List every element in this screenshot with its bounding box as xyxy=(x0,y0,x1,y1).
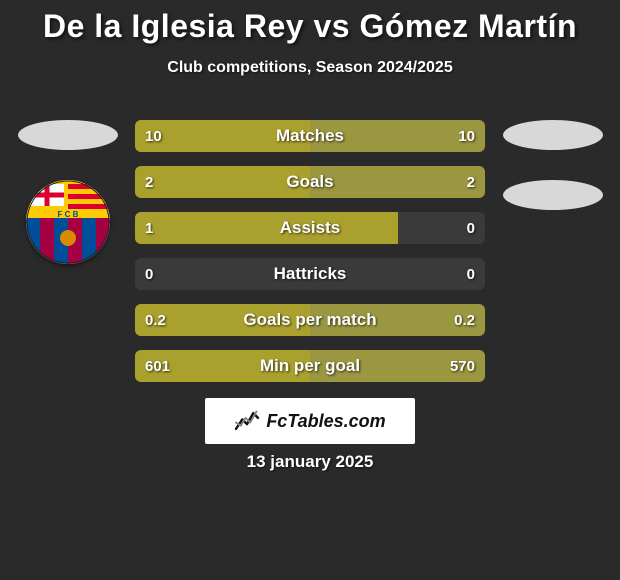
page-subtitle: Club competitions, Season 2024/2025 xyxy=(0,59,620,77)
stat-value-left: 2 xyxy=(145,166,153,198)
club-crest-right xyxy=(503,180,603,210)
chart-icon xyxy=(234,410,260,432)
fcb-crest-icon: F C B xyxy=(26,180,110,264)
left-player-column: F C B xyxy=(10,120,125,264)
stat-value-left: 0.2 xyxy=(145,304,166,336)
stat-bar: 10Assists xyxy=(135,212,485,244)
player-left-photo xyxy=(18,120,118,150)
stat-bar: 22Goals xyxy=(135,166,485,198)
stat-value-right: 0.2 xyxy=(454,304,475,336)
stat-bar: 601570Min per goal xyxy=(135,350,485,382)
right-player-column xyxy=(495,120,610,210)
bar-fill-left xyxy=(135,212,398,244)
stat-value-right: 0 xyxy=(467,258,475,290)
stat-value-left: 601 xyxy=(145,350,170,382)
player-right-photo xyxy=(503,120,603,150)
stat-label: Hattricks xyxy=(135,258,485,290)
watermark-text: FcTables.com xyxy=(266,411,385,432)
stat-value-left: 1 xyxy=(145,212,153,244)
stat-value-right: 2 xyxy=(467,166,475,198)
bar-fill-left xyxy=(135,166,310,198)
stat-value-right: 10 xyxy=(458,120,475,152)
stat-bar: 1010Matches xyxy=(135,120,485,152)
stat-value-right: 570 xyxy=(450,350,475,382)
bar-fill-right xyxy=(310,166,485,198)
stat-value-left: 10 xyxy=(145,120,162,152)
stat-bar: 0 0Hattricks xyxy=(135,258,485,290)
stat-value-left: 0 xyxy=(145,258,153,290)
svg-text:F C B: F C B xyxy=(57,210,78,219)
page-title: De la Iglesia Rey vs Gómez Martín xyxy=(0,0,620,45)
stat-value-right: 0 xyxy=(467,212,475,244)
club-crest-left: F C B xyxy=(26,180,110,264)
watermark: FcTables.com xyxy=(205,398,415,444)
stat-bar: 0.20.2Goals per match xyxy=(135,304,485,336)
stats-bars: 1010Matches22Goals10Assists00Hattricks0.… xyxy=(135,120,485,382)
date-text: 13 january 2025 xyxy=(0,452,620,472)
